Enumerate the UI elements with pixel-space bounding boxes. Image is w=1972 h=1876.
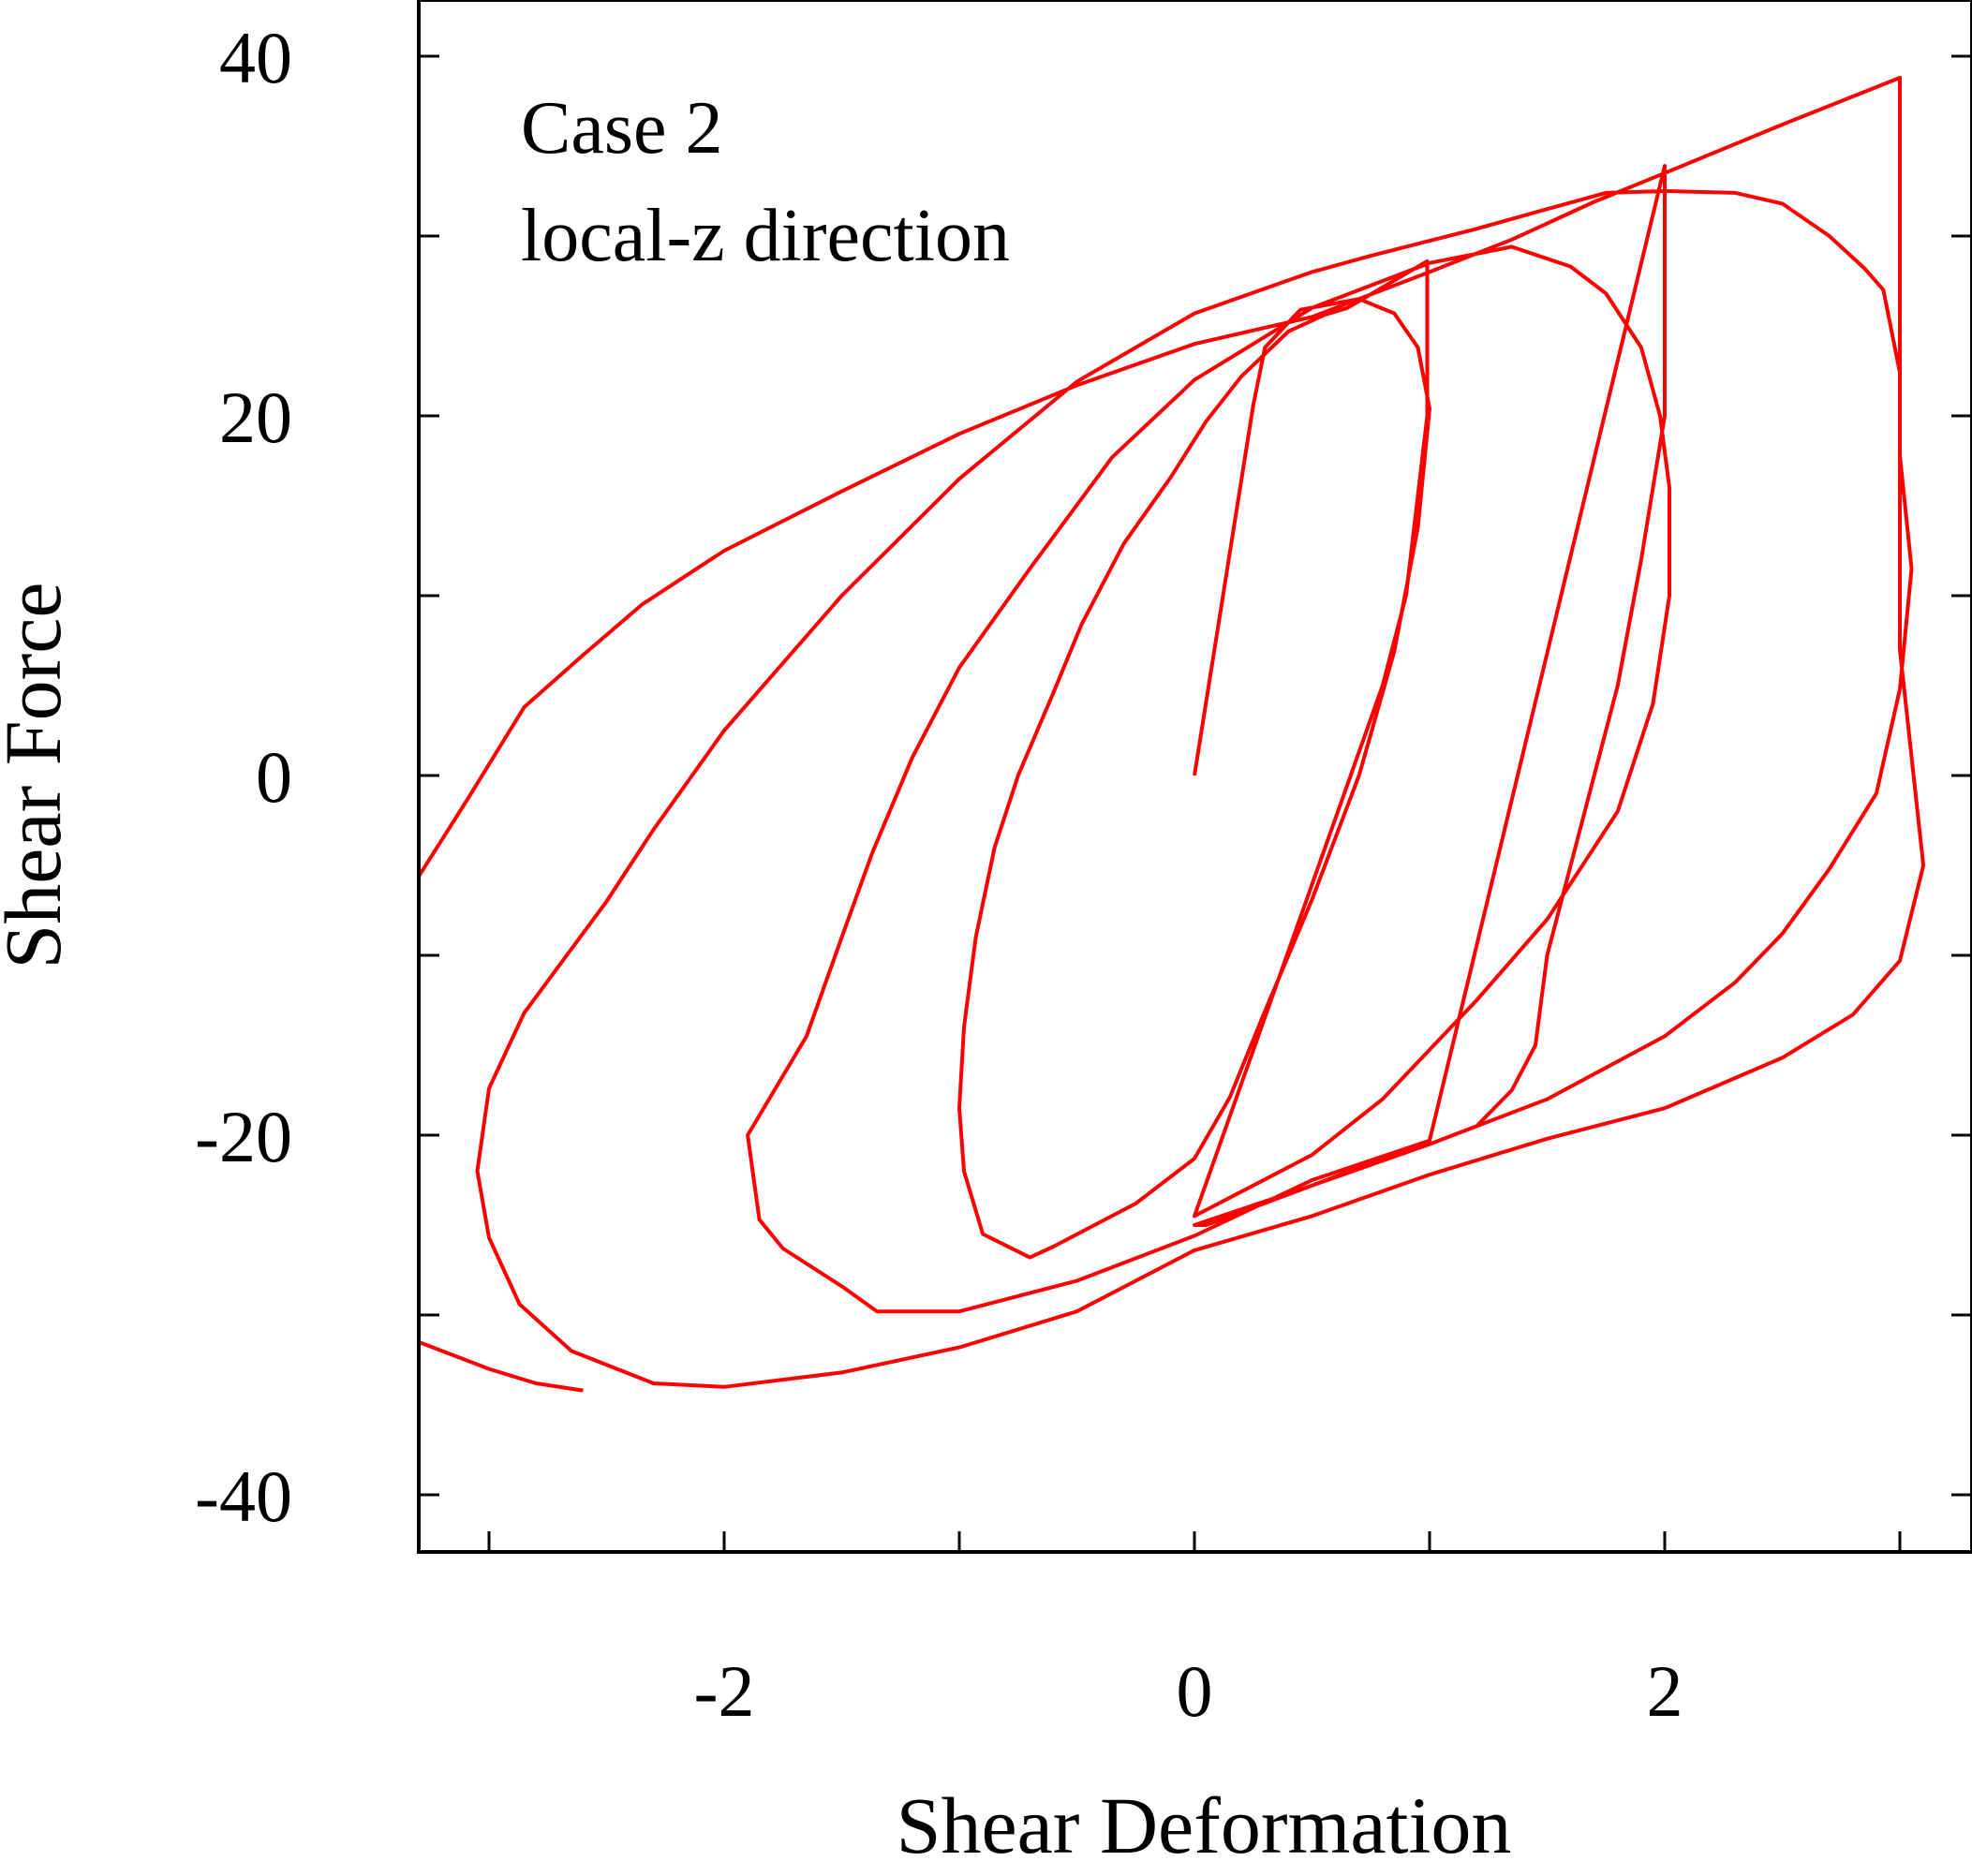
y-tick-label: 20 xyxy=(219,377,292,458)
x-tick-label: 2 xyxy=(1647,1650,1683,1732)
hysteresis-curve xyxy=(419,76,1926,1393)
y-tick-label: 40 xyxy=(219,17,292,98)
axis-ticks xyxy=(419,54,1972,1552)
case-annotation: Case 2 xyxy=(521,87,723,170)
y-tick-label: -20 xyxy=(195,1096,292,1177)
direction-annotation: local-z direction xyxy=(521,195,1010,277)
x-axis-title: Shear Deformation xyxy=(897,1780,1512,1870)
x-axis-tick-labels: -2 0 2 xyxy=(694,1650,1683,1732)
y-axis-tick-labels: -40 -20 0 20 40 xyxy=(195,17,292,1537)
x-tick-label: -2 xyxy=(694,1650,755,1732)
y-tick-label: -40 xyxy=(195,1455,292,1537)
x-tick-label: 0 xyxy=(1177,1650,1213,1732)
y-axis-title: Shear Force xyxy=(0,582,78,968)
y-tick-label: 0 xyxy=(256,736,292,818)
plot-area xyxy=(419,76,1926,1393)
